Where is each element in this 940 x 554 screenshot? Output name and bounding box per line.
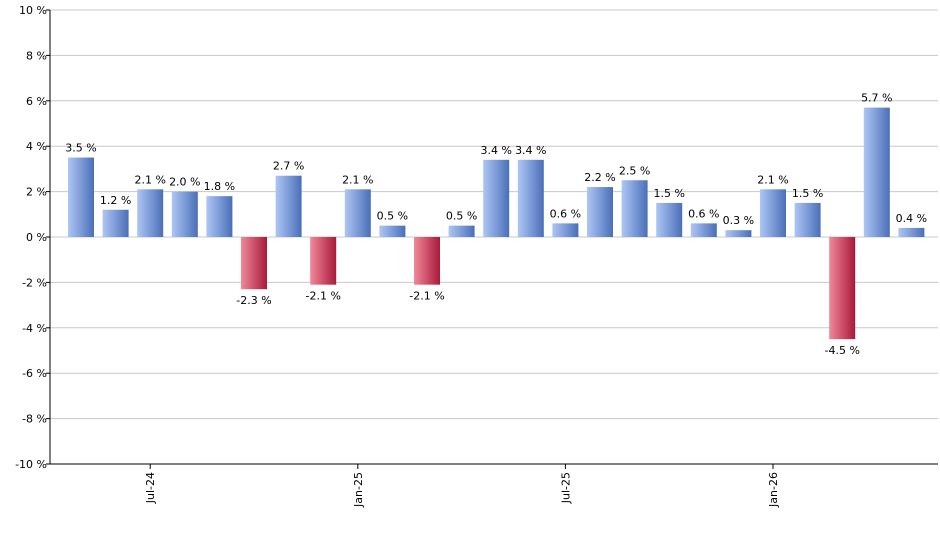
value-labels: 3.5 %1.2 %2.1 % 2.0 % 1.8 %-2.3 %2.7 %-2.1… — [65, 92, 927, 358]
bar-value-label: -2.1 % — [409, 290, 444, 303]
y-tick-label: -2 % — [22, 276, 47, 289]
bar-value-label: 0.5 % — [377, 210, 408, 223]
bar-value-label: 0.5 % — [446, 210, 477, 223]
y-tick-label: 4 % — [26, 140, 47, 153]
y-axis-ticks: 10 % 8 % 6 % 4 % 2 % 0 % -2 % -4 % -6 % -8 % -10 % — [15, 4, 50, 471]
bar-positive — [656, 202, 683, 237]
bar-value-label: 2.1 % — [134, 173, 165, 186]
bar-negative — [414, 237, 440, 285]
bar-positive — [587, 187, 613, 237]
bar-positive — [171, 191, 198, 237]
bar-positive — [517, 159, 544, 237]
bar-positive — [863, 107, 890, 237]
bar-positive — [102, 209, 129, 237]
bar-value-label: 3.4 % — [480, 144, 511, 157]
y-tick-label: -8 % — [22, 413, 47, 426]
bar-value-label: -4.5 % — [824, 344, 859, 357]
bar-positive — [621, 180, 648, 237]
bar-positive — [760, 189, 786, 237]
bar-positive — [690, 223, 717, 237]
x-tick-label: Jan-25 — [352, 472, 365, 508]
bar-positive — [552, 223, 579, 237]
bar-value-label: 1.5 % — [653, 187, 684, 200]
y-tick-label: -6 % — [22, 367, 47, 380]
bar-positive — [448, 225, 475, 237]
x-tick-label: Jul-25 — [559, 472, 572, 504]
bar-value-label: 2.2 % — [584, 171, 615, 184]
bar-positive — [68, 157, 94, 237]
bar-value-label: 1.2 % — [100, 194, 131, 207]
bar-value-label: -2.3 % — [236, 294, 271, 307]
bar-value-label: 1.8 % — [204, 180, 235, 193]
bar-positive — [344, 189, 371, 237]
y-tick-label: 0 % — [26, 231, 47, 244]
bar-value-label: 1.5 % — [792, 187, 823, 200]
y-tick-label: -4 % — [22, 322, 47, 335]
bar-positive — [898, 227, 925, 237]
bar-positive — [379, 225, 406, 237]
y-tick-label: 10 % — [19, 4, 47, 17]
bar-value-label: 2.7 % — [273, 160, 304, 173]
bar-positive — [794, 202, 821, 237]
x-axis-ticks: Jul-24 Jan-25 Jul-25 Jan-26 — [144, 464, 780, 508]
bar-negative — [829, 237, 856, 340]
bar-value-label: 3.4 % — [515, 144, 546, 157]
bar-value-label: 0.3 % — [723, 214, 754, 227]
y-tick-label: 6 % — [26, 95, 47, 108]
bar-value-label: 3.5 % — [65, 142, 96, 155]
y-tick-label: 8 % — [26, 49, 47, 62]
bar-value-label: 2.0 % — [169, 176, 200, 189]
bar-negative — [310, 237, 337, 285]
bar-value-label: 5.7 % — [861, 92, 892, 105]
bar-positive — [206, 196, 233, 237]
bar-value-label: 0.4 % — [896, 212, 927, 225]
bar-value-label: 0.6 % — [550, 207, 581, 220]
y-tick-label: 2 % — [26, 186, 47, 199]
bar-value-label: -2.1 % — [305, 290, 340, 303]
bar-value-label: 2.1 % — [757, 173, 788, 186]
x-tick-label: Jul-24 — [144, 472, 157, 504]
bars — [68, 107, 925, 340]
bar-negative — [241, 237, 267, 290]
bar-value-label: 2.1 % — [342, 173, 373, 186]
bar-positive — [725, 230, 752, 237]
bar-value-label: 0.6 % — [688, 207, 719, 220]
bar-positive — [275, 175, 302, 237]
y-tick-label: -10 % — [15, 458, 47, 471]
bar-positive — [137, 189, 164, 237]
x-tick-label: Jan-26 — [767, 472, 780, 508]
axes — [49, 10, 938, 465]
bar-positive — [483, 159, 510, 237]
bar-value-label: 2.5 % — [619, 164, 650, 177]
